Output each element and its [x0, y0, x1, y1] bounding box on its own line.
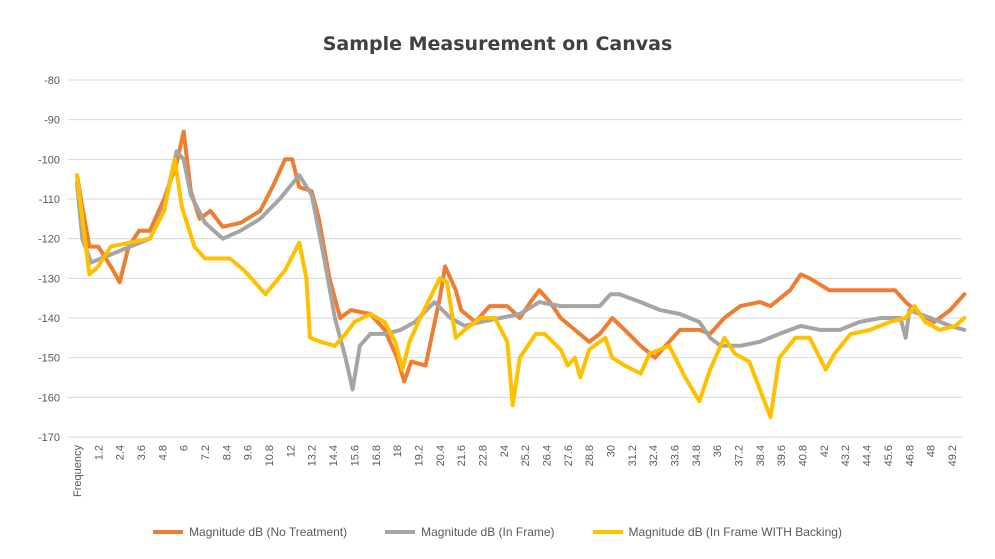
legend-item-in-frame: Magnitude dB (In Frame) [385, 525, 555, 539]
y-tick-label: -80 [44, 75, 60, 87]
x-tick-label: 1.2 [93, 445, 105, 460]
x-tick-label: 10.8 [264, 445, 276, 466]
x-tick-label: 15.6 [349, 445, 361, 466]
series-line-1 [75, 149, 967, 392]
legend-swatch [592, 530, 623, 534]
x-tick-label: 48 [926, 445, 938, 457]
legend-label: Magnitude dB (In Frame) [421, 525, 555, 539]
x-tick-label: 4.8 [157, 445, 169, 460]
x-tick-label: 28.8 [584, 445, 596, 466]
x-tick-label: 21.6 [456, 445, 468, 466]
y-tick-label: -110 [39, 194, 60, 206]
x-tick-label: 13.2 [307, 445, 319, 466]
x-tick-label: Frequency [72, 445, 84, 497]
series-line-2 [75, 157, 967, 420]
x-tick-label: 8.4 [221, 445, 233, 460]
y-tick-label: -130 [38, 273, 60, 285]
x-tick-label: 20.4 [435, 445, 447, 466]
y-tick-label: -100 [38, 154, 60, 166]
x-tick-label: 40.8 [798, 445, 810, 466]
y-tick-label: -140 [38, 313, 60, 325]
x-tick-label: 18 [392, 445, 404, 457]
x-tick-label: 34.8 [691, 445, 703, 466]
legend: Magnitude dB (No Treatment) Magnitude dB… [0, 525, 995, 539]
legend-swatch [385, 530, 416, 534]
x-tick-label: 6 [179, 445, 191, 451]
y-tick-label: -120 [38, 234, 60, 246]
x-tick-label: 30 [606, 445, 618, 457]
legend-label: Magnitude dB (In Frame WITH Backing) [628, 525, 842, 539]
chart-title: Sample Measurement on Canvas [322, 33, 673, 55]
x-tick-label: 9.6 [243, 445, 255, 460]
y-tick-label: -160 [38, 392, 60, 404]
x-tick-label: 27.6 [563, 445, 575, 466]
x-tick-label: 36 [712, 445, 724, 457]
x-tick-label: 7.2 [200, 445, 212, 460]
x-tick-label: 49.2 [947, 445, 959, 466]
legend-item-no-treatment: Magnitude dB (No Treatment) [153, 525, 347, 539]
x-tick-label: 33.6 [670, 445, 682, 466]
x-tick-label: 22.8 [477, 445, 489, 466]
x-tick-label: 3.6 [136, 445, 148, 460]
x-tick-label: 43.2 [840, 445, 852, 466]
legend-swatch [153, 530, 184, 534]
x-tick-label: 37.2 [734, 445, 746, 466]
legend-label: Magnitude dB (No Treatment) [189, 525, 348, 539]
x-tick-label: 31.2 [627, 445, 639, 466]
x-tick-label: 16.8 [371, 445, 383, 466]
x-tick-label: 19.2 [413, 445, 425, 466]
x-tick-label: 14.4 [328, 445, 340, 466]
x-tick-label: 42 [819, 445, 831, 457]
x-tick-label: 2.4 [115, 445, 127, 460]
y-tick-label: -170 [38, 432, 60, 444]
x-tick-label: 26.4 [541, 445, 553, 466]
x-tick-label: 44.4 [862, 445, 874, 466]
y-tick-label: -150 [38, 353, 60, 365]
x-tick-label: 39.6 [776, 445, 788, 466]
x-tick-label: 38.4 [755, 445, 767, 466]
x-tick-label: 12 [285, 445, 297, 457]
x-tick-label: 25.2 [520, 445, 532, 466]
x-tick-label: 24 [499, 445, 511, 457]
x-tick-label: 46.8 [904, 445, 916, 466]
x-tick-label: 32.4 [648, 445, 660, 466]
legend-item-with-backing: Magnitude dB (In Frame WITH Backing) [592, 525, 842, 539]
x-tick-label: 45.6 [883, 445, 895, 466]
y-tick-label: -90 [44, 115, 60, 127]
